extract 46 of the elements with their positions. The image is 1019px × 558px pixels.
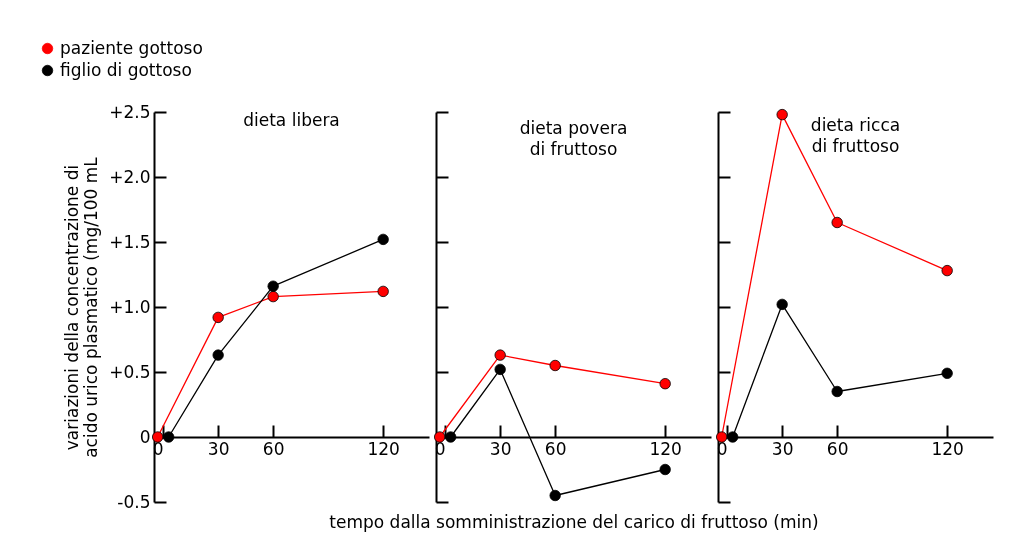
point (716, 431, 728, 443)
x-tick-label: 60 (544, 438, 567, 459)
point (267, 280, 279, 292)
x-tick-label: 30 (207, 438, 230, 459)
point (494, 349, 506, 361)
y-tick-label: +2.5 (109, 101, 151, 122)
text: dieta povera di fruttoso (519, 118, 628, 159)
point (549, 489, 561, 502)
point (941, 264, 953, 277)
y-tick-label: +1.5 (109, 231, 151, 252)
point (727, 431, 739, 443)
point (549, 359, 561, 372)
point (212, 349, 224, 361)
y-tick-label: +0.5 (109, 361, 151, 382)
point (776, 108, 788, 121)
point (831, 385, 843, 398)
x-tick-label: 60 (262, 438, 285, 459)
point (776, 298, 788, 311)
legend-label: paziente gottoso (60, 37, 203, 58)
point (152, 431, 164, 443)
x-tick-label: 30 (489, 438, 512, 459)
point (659, 463, 671, 476)
x-tick-label: 30 (771, 438, 794, 459)
text: dieta ricca di fruttoso (810, 114, 901, 156)
point (494, 363, 506, 376)
x-tick-label: 120 (649, 438, 682, 459)
y-tick-label: -0.5 (117, 491, 151, 512)
point (941, 367, 953, 379)
point (831, 216, 843, 229)
chart-title: dieta libera (243, 110, 340, 130)
point (659, 378, 671, 390)
x-tick-label: 120 (367, 438, 400, 459)
point (212, 311, 224, 324)
point (445, 431, 457, 443)
y-axis-title: variazioni della concentrazione di acido urico plasmatico (mg/100 mL (62, 156, 102, 458)
legend-label: figlio di gottoso (60, 59, 192, 80)
y-tick-label: +2.0 (109, 166, 151, 187)
point (163, 431, 175, 443)
x-axis-title: tempo dalla somministrazione del carico di fruttoso (min) (329, 511, 819, 532)
point (377, 233, 389, 246)
y-tick-label: +1.0 (109, 296, 151, 317)
point (434, 431, 446, 443)
x-tick-label: 60 (826, 438, 849, 459)
x-tick-label: 120 (931, 438, 964, 459)
point (377, 285, 389, 298)
point (267, 290, 279, 303)
